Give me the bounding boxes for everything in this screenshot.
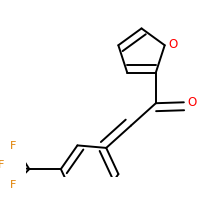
Text: O: O bbox=[188, 96, 197, 109]
Text: O: O bbox=[169, 38, 178, 51]
Text: F: F bbox=[0, 160, 4, 170]
Text: F: F bbox=[10, 141, 16, 151]
Text: F: F bbox=[10, 180, 16, 190]
